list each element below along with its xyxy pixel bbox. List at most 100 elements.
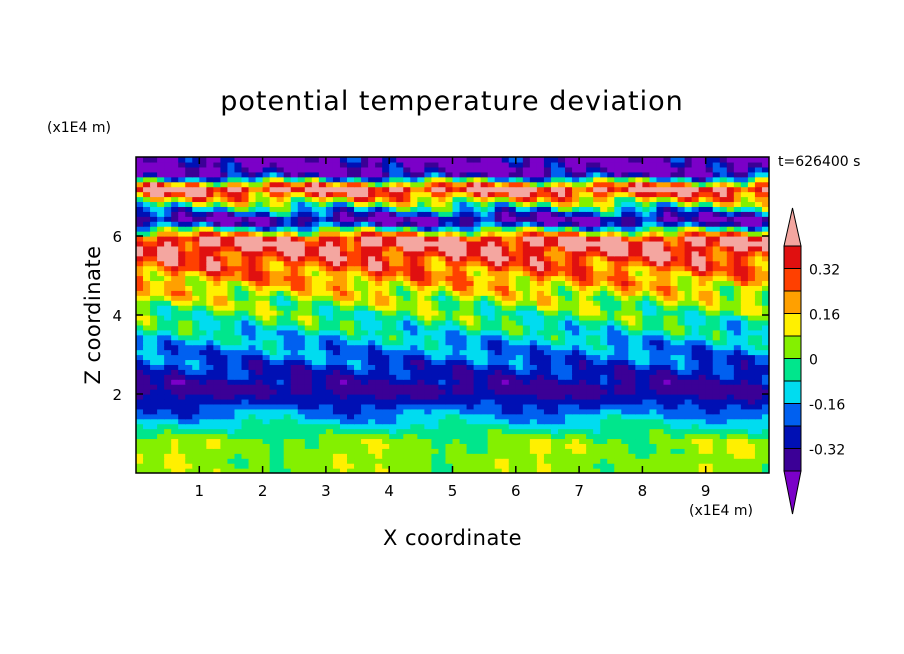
field-cell [234, 339, 243, 346]
field-cell [565, 206, 573, 212]
field-cell [621, 295, 629, 301]
field-cell [234, 334, 243, 341]
field-cell [600, 231, 608, 237]
field-cell [698, 394, 707, 400]
field-cell [396, 458, 404, 464]
field-cell [480, 389, 489, 395]
field-cell [396, 438, 404, 444]
field-cell [747, 408, 756, 415]
field-cell [761, 245, 769, 252]
field-cell [614, 339, 622, 346]
field-cell [572, 319, 580, 326]
field-cell [529, 468, 538, 473]
field-cell [691, 379, 700, 385]
field-cell [670, 236, 679, 242]
field-cell [550, 408, 559, 415]
field-cell [396, 389, 404, 395]
field-cell [445, 231, 454, 237]
field-cell [297, 369, 306, 375]
field-cell [754, 398, 763, 405]
field-cell [431, 221, 440, 227]
field-cell [347, 310, 355, 316]
field-cell [565, 408, 573, 415]
field-cell [297, 339, 306, 346]
field-cell [459, 265, 468, 272]
field-cell [311, 245, 320, 252]
field-cell [262, 260, 271, 267]
field-cell [614, 324, 622, 331]
field-cell [621, 458, 629, 464]
field-cell [290, 374, 299, 380]
field-cell [733, 339, 742, 346]
field-cell [361, 206, 369, 212]
field-cell [698, 364, 707, 370]
field-cell [171, 300, 179, 306]
field-cell [206, 196, 214, 203]
field-cell [480, 369, 489, 375]
field-cell [642, 245, 651, 252]
field-cell [417, 354, 425, 361]
field-cell [494, 295, 503, 301]
field-cell [459, 300, 468, 306]
field-cell [487, 398, 496, 405]
field-cell [466, 265, 475, 272]
field-cell [529, 305, 538, 311]
field-cell [754, 468, 763, 473]
field-cell [593, 245, 601, 252]
field-cell [649, 398, 658, 405]
field-cell [740, 310, 749, 316]
field-cell [515, 250, 524, 257]
field-cell [649, 240, 658, 247]
field-cell [325, 280, 334, 286]
field-cell [536, 403, 545, 410]
field-cell [656, 389, 665, 395]
field-cell [206, 339, 214, 346]
field-cell [719, 231, 728, 237]
field-cell [213, 344, 221, 351]
field-cell [255, 438, 264, 444]
field-cell [375, 196, 383, 203]
field-cell [368, 305, 376, 311]
field-cell [649, 438, 658, 444]
field-cell [733, 221, 742, 227]
field-cell [410, 458, 418, 464]
field-cell [171, 329, 179, 336]
field-cell [262, 305, 271, 311]
field-cell [403, 463, 411, 469]
field-cell [185, 310, 193, 316]
field-cell [487, 408, 496, 415]
field-cell [558, 240, 566, 247]
field-cell [157, 270, 165, 277]
field-cell [171, 369, 179, 375]
field-cell [529, 231, 538, 237]
field-cell [368, 408, 376, 415]
field-cell [269, 280, 278, 286]
field-cell [747, 206, 756, 212]
field-cell [234, 245, 243, 252]
field-cell [473, 364, 482, 370]
field-cell [332, 270, 341, 277]
field-cell [164, 334, 172, 341]
field-cell [178, 438, 186, 444]
field-cell [178, 250, 186, 257]
field-cell [199, 275, 207, 282]
field-cell [417, 270, 425, 277]
field-cell [529, 433, 538, 440]
field-cell [656, 211, 665, 217]
field-cell [550, 231, 559, 237]
field-cell [248, 423, 257, 430]
field-cell [494, 300, 503, 306]
field-cell [572, 374, 580, 380]
field-cell [487, 339, 496, 346]
field-cell [677, 354, 686, 361]
field-cell [515, 226, 524, 232]
field-cell [691, 240, 700, 247]
field-cell [410, 329, 418, 336]
field-cell [705, 275, 714, 282]
field-cell [311, 334, 320, 341]
field-cell [522, 403, 531, 410]
field-cell [628, 418, 636, 425]
field-cell [698, 369, 707, 375]
field-cell [431, 245, 440, 252]
field-cell [600, 211, 608, 217]
